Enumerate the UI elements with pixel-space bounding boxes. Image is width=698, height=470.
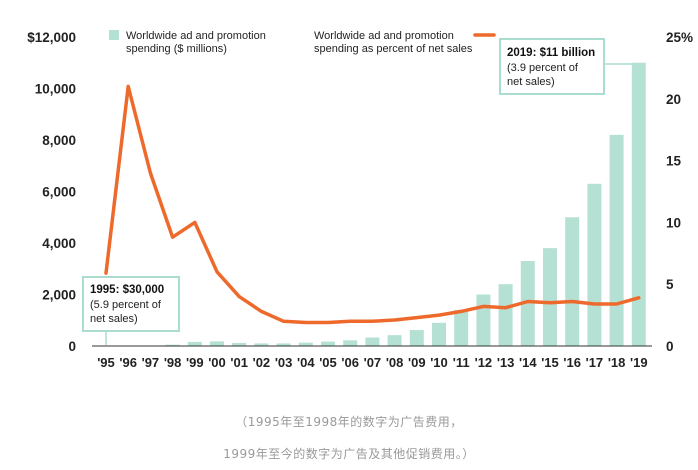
x-axis-tick-label: '11 [453, 355, 470, 370]
x-axis-tick-label: '18 [608, 355, 626, 370]
x-axis-tick-label: '06 [341, 355, 359, 370]
x-axis-tick-label: '02 [253, 355, 271, 370]
bar [365, 338, 379, 346]
left-axis-tick-label: $12,000 [27, 30, 76, 45]
x-axis-tick-label: '01 [230, 355, 248, 370]
annotation-2019-line3: net sales) [507, 76, 555, 88]
x-axis-tick-label: '08 [386, 355, 404, 370]
bar [432, 323, 446, 346]
legend-swatch-bars [109, 30, 119, 40]
x-axis-tick-label: '96 [119, 355, 137, 370]
x-axis-tick-label: '09 [408, 355, 426, 370]
annotation-1995-line2: (5.9 percent of [90, 299, 162, 311]
x-axis-tick-label: '95 [97, 355, 115, 370]
x-axis-tick-label: '07 [364, 355, 382, 370]
x-axis-tick-label: '97 [142, 355, 160, 370]
percent-series-line [106, 86, 639, 322]
annotation-2019: 2019: $11 billion (3.9 percent of net sa… [500, 39, 632, 94]
bar [299, 343, 313, 346]
x-axis-tick-label: '04 [297, 355, 315, 370]
right-axis-tick-label: 0 [666, 339, 674, 354]
x-axis-tick-label: '12 [475, 355, 493, 370]
bar [188, 342, 202, 346]
bar [321, 342, 335, 346]
x-axis-tick-label: '14 [519, 355, 537, 370]
bar [476, 295, 490, 347]
right-axis-tick-label: 15 [666, 154, 682, 169]
caption-line-1: （1995年至1998年的数字为广告费用， [0, 413, 698, 430]
left-axis-tick-label: 8,000 [42, 133, 76, 148]
chart: $12,000 10,000 8,000 6,000 4,000 2,000 0 25% 20… [0, 0, 698, 470]
bar [543, 248, 557, 346]
legend-label-line-line1: Worldwide ad and promotion [314, 30, 454, 42]
annotation-1995-line3: net sales) [90, 313, 138, 325]
legend: Worldwide ad and promotion spending ($ m… [109, 30, 494, 55]
x-axis-tick-label: '03 [275, 355, 293, 370]
right-axis-tick-label: 25% [666, 30, 693, 45]
annotation-1995: 1995: $30,000 (5.9 percent of net sales) [83, 277, 179, 345]
x-axis-tick-label: '00 [208, 355, 226, 370]
x-axis-tick-label: '05 [319, 355, 337, 370]
x-axis-tick-label: '15 [541, 355, 559, 370]
legend-label-bars-line2: spending ($ millions) [126, 43, 227, 55]
annotation-2019-line2: (3.9 percent of [507, 62, 579, 74]
bar [632, 63, 646, 346]
left-axis-tick-label: 10,000 [35, 82, 76, 97]
bar [587, 184, 601, 346]
x-axis-tick-label: '10 [430, 355, 448, 370]
legend-label-bars-line1: Worldwide ad and promotion [126, 30, 266, 42]
bar [565, 217, 579, 346]
left-axis-tick-label: 0 [68, 339, 76, 354]
x-axis-tick-label: '99 [186, 355, 204, 370]
left-axis-tick-label: 2,000 [42, 288, 76, 303]
annotation-2019-title: 2019: $11 billion [507, 47, 595, 59]
bar [610, 135, 624, 346]
chart-svg: $12,000 10,000 8,000 6,000 4,000 2,000 0 25% 20… [0, 0, 698, 470]
left-axis-tick-label: 6,000 [42, 185, 76, 200]
bar [343, 340, 357, 346]
left-axis-tick-label: 4,000 [42, 236, 76, 251]
bar [388, 335, 402, 346]
bar [210, 341, 224, 346]
x-axis-tick-label: '16 [563, 355, 581, 370]
bar [499, 284, 513, 346]
caption-line-2: 1999年至今的数字为广告及其他促销费用。） [0, 445, 698, 462]
bar [454, 310, 468, 346]
x-axis-tick-label: '13 [497, 355, 515, 370]
right-axis-tick-label: 5 [666, 277, 674, 292]
right-axis-tick-label: 20 [666, 92, 681, 107]
annotation-1995-title: 1995: $30,000 [90, 284, 164, 296]
right-axis-tick-label: 10 [666, 215, 681, 230]
bar [410, 330, 424, 346]
x-axis-tick-label: '98 [164, 355, 182, 370]
x-axis-tick-label: '19 [630, 355, 648, 370]
x-axis-tick-label: '17 [586, 355, 604, 370]
legend-label-line-line2: spending as percent of net sales [314, 43, 473, 55]
